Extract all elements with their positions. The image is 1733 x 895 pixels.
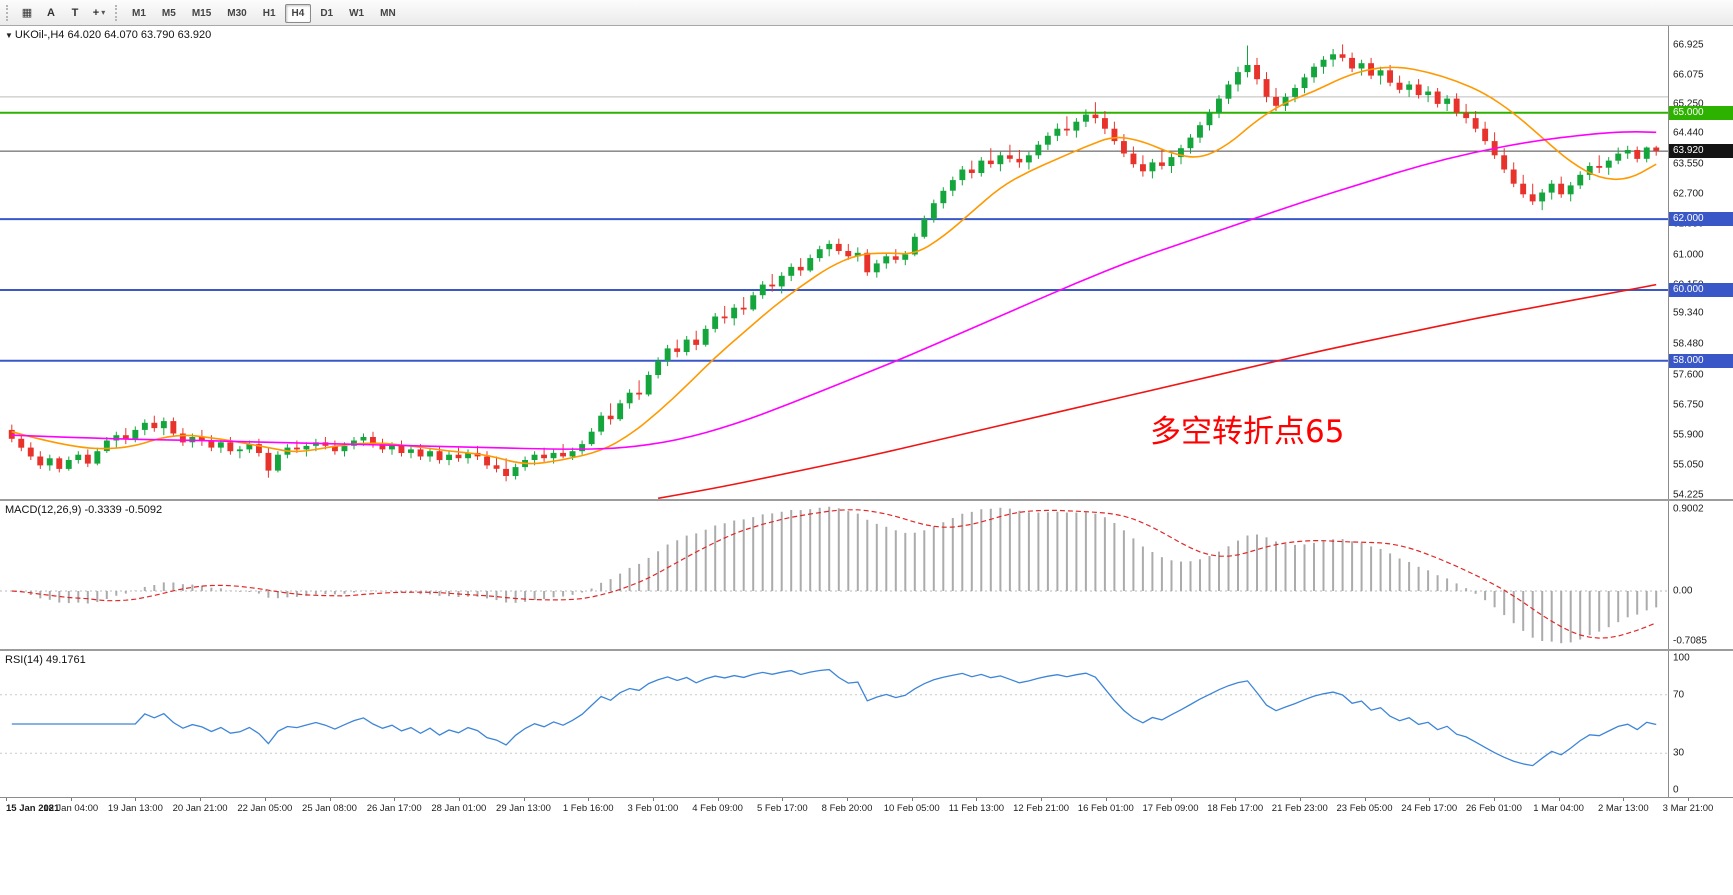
- timeframe-toolbar: M1 M5 M15 M30 H1 H4 D1 W1 MN: [124, 3, 404, 23]
- time-label: 23 Feb 05:00: [1336, 803, 1393, 814]
- panel-splitter[interactable]: [0, 499, 1733, 501]
- symbol-ohlc-label: ▼ UKOil-,H4 64.020 64.070 63.790 63.920: [5, 29, 211, 41]
- time-label: 20 Jan 21:00: [172, 803, 228, 814]
- time-label: 21 Feb 23:00: [1271, 803, 1328, 814]
- time-label: 17 Feb 09:00: [1142, 803, 1199, 814]
- time-axis[interactable]: 15 Jan 2021 18 Jan 04:00 19 Jan 13:00 20 Ja…: [0, 797, 1733, 817]
- timeframe-w1-button[interactable]: W1: [342, 4, 371, 23]
- macd-axis[interactable]: 0.9002 0.00 -0.7085: [1668, 501, 1733, 649]
- text-tool-button[interactable]: T: [64, 3, 86, 23]
- chevron-down-icon: ▾: [101, 8, 106, 17]
- macd-panel: MACD(12,26,9) -0.3339 -0.5092 0.9002 0.00…: [0, 501, 1733, 649]
- panel-splitter[interactable]: [0, 649, 1733, 651]
- time-label: 29 Jan 13:00: [496, 803, 551, 814]
- time-label: 16 Feb 01:00: [1077, 803, 1134, 814]
- symbol-ohlc-text: UKOil-,H4 64.020 64.070 63.790 63.920: [14, 29, 212, 41]
- arrow-tool-button[interactable]: A: [40, 3, 62, 23]
- triangle-icon: ▼: [5, 31, 13, 40]
- chart-window-button[interactable]: ▦: [16, 3, 38, 23]
- time-label: 1 Mar 04:00: [1533, 803, 1584, 814]
- time-label: 2 Mar 13:00: [1597, 803, 1649, 814]
- timeframe-m5-button[interactable]: M5: [155, 4, 183, 23]
- timeframe-h4-button[interactable]: H4: [284, 3, 312, 23]
- time-label: 25 Jan 08:00: [302, 803, 357, 814]
- time-label: 15 Jan 2021: [6, 803, 60, 814]
- time-label: 26 Feb 01:00: [1465, 803, 1522, 814]
- time-label: 5 Feb 17:00: [756, 803, 808, 814]
- chart-annotation-text: 多空转折点65: [1150, 414, 1345, 450]
- timeframe-m30-button[interactable]: M30: [220, 4, 253, 23]
- time-label: 19 Jan 13:00: [107, 803, 163, 814]
- rsi-canvas[interactable]: [0, 651, 1668, 797]
- time-label: 3 Feb 01:00: [627, 803, 679, 814]
- grid-icon: ▦: [21, 7, 33, 19]
- price-axis[interactable]: 66.92566.07565.25064.44063.55062.70061.8…: [1668, 26, 1733, 500]
- rsi-label: RSI(14) 49.1761: [5, 654, 86, 666]
- time-label: 26 Jan 17:00: [366, 803, 422, 814]
- timeframe-m1-button[interactable]: M1: [125, 4, 153, 23]
- timeframe-mn-button[interactable]: MN: [373, 4, 403, 23]
- time-label: 3 Mar 21:00: [1662, 803, 1714, 814]
- rsi-axis[interactable]: 100 70 30 0: [1668, 651, 1733, 797]
- toolbar-grip[interactable]: [115, 4, 120, 21]
- rsi-panel: RSI(14) 49.1761 100 70 30 0: [0, 651, 1733, 797]
- toolbar-grip[interactable]: [6, 4, 11, 21]
- macd-canvas[interactable]: [0, 501, 1668, 649]
- time-label: 22 Jan 05:00: [237, 803, 293, 814]
- timeframe-h1-button[interactable]: H1: [256, 4, 283, 23]
- top-toolbar: ▦ A T + ▾ M1 M5 M15 M30 H1 H4 D1 W1 MN: [0, 0, 1733, 26]
- time-label: 18 Feb 17:00: [1207, 803, 1264, 814]
- crosshair-dropdown-button[interactable]: + ▾: [88, 3, 110, 23]
- time-label: 4 Feb 09:00: [692, 803, 743, 814]
- price-chart-canvas[interactable]: [0, 26, 1668, 499]
- price-chart-panel: ▼ UKOil-,H4 64.020 64.070 63.790 63.920 多…: [0, 26, 1733, 500]
- timeframe-m15-button[interactable]: M15: [185, 4, 218, 23]
- time-label: 10 Feb 05:00: [883, 803, 940, 814]
- time-label: 1 Feb 16:00: [562, 803, 614, 814]
- time-label: 28 Jan 01:00: [431, 803, 487, 814]
- macd-label: MACD(12,26,9) -0.3339 -0.5092: [5, 504, 163, 516]
- timeframe-d1-button[interactable]: D1: [313, 4, 340, 23]
- time-label: 11 Feb 13:00: [948, 803, 1005, 814]
- time-label: 12 Feb 21:00: [1013, 803, 1070, 814]
- time-label: 8 Feb 20:00: [821, 803, 873, 814]
- time-label: 24 Feb 17:00: [1401, 803, 1458, 814]
- time-label: 18 Jan 04:00: [43, 803, 99, 814]
- crosshair-icon: +: [92, 6, 100, 19]
